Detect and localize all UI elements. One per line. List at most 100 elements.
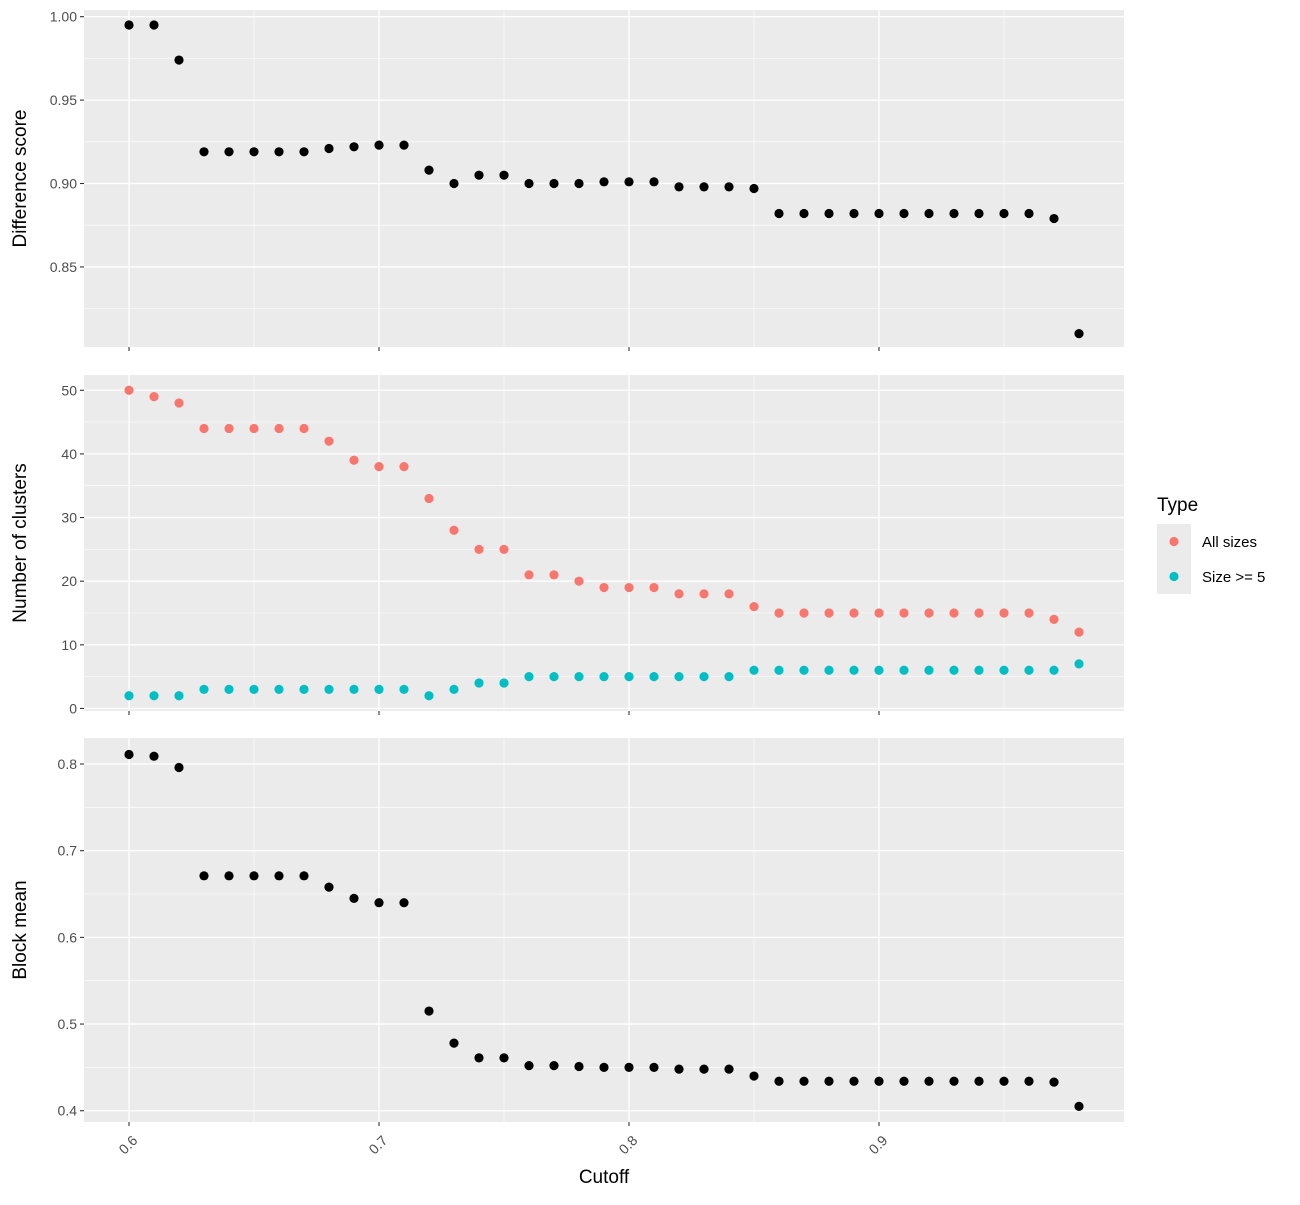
data-point-size-5-0 <box>124 691 134 701</box>
y-tick-label: 0.90 <box>50 176 77 192</box>
data-point-size-5-27 <box>799 665 809 675</box>
data-point-all-sizes-3 <box>199 423 209 434</box>
data-point-size-5-25 <box>749 665 759 675</box>
data-point-all-sizes-0 <box>124 385 134 395</box>
data-point-series-4 <box>224 871 234 881</box>
data-point-all-sizes-25 <box>749 602 759 612</box>
data-point-series-7 <box>299 871 309 881</box>
y-tick-label: 0.85 <box>50 259 77 275</box>
data-point-series-3 <box>199 147 209 157</box>
data-point-size-5-18 <box>574 672 584 682</box>
data-point-series-5 <box>249 871 259 881</box>
data-point-series-4 <box>224 147 234 157</box>
data-point-series-25 <box>749 183 759 194</box>
data-point-series-24 <box>724 1064 734 1074</box>
data-point-series-0 <box>124 749 134 760</box>
data-point-series-12 <box>424 1006 434 1016</box>
data-point-size-5-4 <box>224 684 234 694</box>
data-point-series-38 <box>1074 1101 1084 1111</box>
data-point-series-24 <box>724 182 734 192</box>
data-point-all-sizes-37 <box>1049 614 1059 624</box>
data-point-series-22 <box>674 1064 684 1074</box>
panel-background <box>84 375 1124 711</box>
data-point-size-5-1 <box>149 691 159 701</box>
x-tick-label: 0.6 <box>115 1132 140 1157</box>
data-point-all-sizes-33 <box>949 608 959 618</box>
data-point-series-14 <box>474 1053 484 1063</box>
data-point-all-sizes-6 <box>274 423 284 434</box>
y-tick-label: 40 <box>61 446 77 462</box>
data-point-series-16 <box>524 1061 534 1071</box>
y-tick-label: 0.4 <box>58 1103 78 1119</box>
data-point-series-30 <box>874 1076 884 1086</box>
data-point-size-5-5 <box>249 684 259 694</box>
data-point-size-5-29 <box>849 665 859 675</box>
data-point-size-5-36 <box>1024 665 1034 675</box>
data-point-size-5-13 <box>449 684 459 694</box>
data-point-size-5-2 <box>174 691 184 701</box>
data-point-series-2 <box>174 762 184 773</box>
data-point-size-5-30 <box>874 665 884 675</box>
y-tick-label: 30 <box>61 510 77 526</box>
data-point-series-33 <box>949 1076 959 1086</box>
data-point-series-12 <box>424 165 434 175</box>
data-point-series-1 <box>149 20 159 30</box>
data-point-series-11 <box>399 140 409 150</box>
data-point-all-sizes-34 <box>974 608 984 618</box>
data-point-series-28 <box>824 1076 834 1086</box>
data-point-size-5-10 <box>374 684 384 694</box>
data-point-series-28 <box>824 208 834 219</box>
data-point-series-35 <box>999 1076 1009 1086</box>
data-point-size-5-20 <box>624 672 634 682</box>
data-point-series-26 <box>774 1076 784 1086</box>
x-tick-label: 0.8 <box>615 1132 640 1157</box>
data-point-series-8 <box>324 882 334 892</box>
data-point-series-37 <box>1049 213 1059 224</box>
data-point-size-5-37 <box>1049 665 1059 675</box>
data-point-series-0 <box>124 20 134 30</box>
data-point-size-5-31 <box>899 665 909 675</box>
data-point-series-36 <box>1024 208 1034 219</box>
data-point-all-sizes-1 <box>149 392 159 402</box>
data-point-series-21 <box>649 1062 659 1072</box>
data-point-size-5-7 <box>299 684 309 694</box>
data-point-series-15 <box>499 170 509 180</box>
data-point-series-13 <box>449 178 459 189</box>
data-point-all-sizes-5 <box>249 423 259 434</box>
data-point-all-sizes-2 <box>174 398 184 408</box>
data-point-series-18 <box>574 1061 584 1072</box>
data-point-series-6 <box>274 147 284 157</box>
data-point-series-31 <box>899 1076 909 1086</box>
data-point-all-sizes-4 <box>224 423 234 434</box>
data-point-series-29 <box>849 1076 859 1086</box>
data-point-size-5-6 <box>274 684 284 694</box>
data-point-all-sizes-10 <box>374 462 384 472</box>
data-point-series-21 <box>649 177 659 187</box>
data-point-series-32 <box>924 1076 934 1086</box>
data-point-series-27 <box>799 1076 809 1086</box>
data-point-series-20 <box>624 1062 634 1072</box>
data-point-series-6 <box>274 871 284 881</box>
data-point-all-sizes-14 <box>474 544 484 554</box>
legend-label: Size >= 5 <box>1202 569 1265 586</box>
data-point-series-27 <box>799 208 809 219</box>
data-point-series-17 <box>549 1061 559 1071</box>
data-point-all-sizes-19 <box>599 582 609 593</box>
data-point-series-15 <box>499 1053 509 1063</box>
data-point-series-32 <box>924 208 934 219</box>
data-point-all-sizes-36 <box>1024 608 1034 618</box>
data-point-size-5-22 <box>674 672 684 682</box>
data-point-size-5-12 <box>424 691 434 701</box>
data-point-series-16 <box>524 178 534 189</box>
y-tick-label: 0 <box>69 700 77 716</box>
data-point-size-5-35 <box>999 665 1009 675</box>
y-tick-label: 20 <box>61 573 77 589</box>
data-point-all-sizes-26 <box>774 608 784 618</box>
data-point-series-1 <box>149 751 159 761</box>
data-point-series-23 <box>699 182 709 192</box>
data-point-series-5 <box>249 147 259 157</box>
y-tick-label: 0.8 <box>58 756 78 772</box>
data-point-size-5-28 <box>824 665 834 675</box>
data-point-all-sizes-29 <box>849 608 859 618</box>
